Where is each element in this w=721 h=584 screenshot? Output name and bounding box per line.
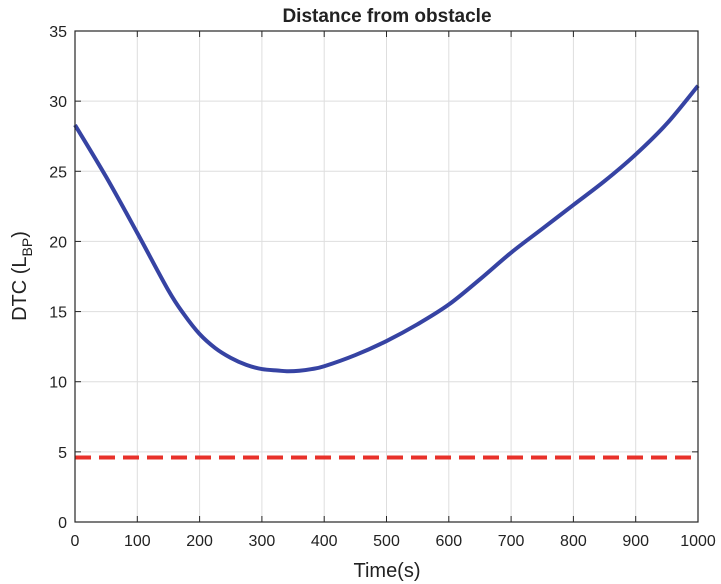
x-tick-label: 900 — [622, 533, 649, 550]
y-tick-label: 30 — [49, 94, 67, 111]
series-layer — [73, 84, 700, 460]
y-tick-label: 25 — [49, 164, 67, 181]
y-tick-label: 35 — [49, 24, 67, 41]
x-axis-label: Time(s) — [353, 560, 420, 582]
x-tick-label: 700 — [498, 533, 525, 550]
y-tick-label: 10 — [49, 375, 67, 392]
x-tick-label: 0 — [71, 533, 80, 550]
y-tick-label: 15 — [49, 305, 67, 322]
axis-ticks: 0 100 200 300 400 500 600 700 800 900 1000 0 5 10 15 20… — [49, 24, 716, 550]
grid-lines — [74, 30, 699, 523]
x-tick-label: 800 — [560, 533, 587, 550]
chart-title: Distance from obstacle — [282, 6, 491, 27]
y-tick-label: 5 — [58, 445, 67, 462]
x-tick-label: 400 — [311, 533, 338, 550]
x-tick-label: 600 — [435, 533, 462, 550]
x-tick-label: 300 — [249, 533, 276, 550]
y-axis-label-sub: BP — [19, 238, 35, 257]
x-tick-label: 1000 — [680, 533, 716, 550]
x-tick-label: 500 — [373, 533, 400, 550]
x-tick-label: 200 — [186, 533, 213, 550]
y-axis-label: DTC (LBP) — [9, 231, 35, 321]
y-tick-label: 20 — [49, 234, 67, 251]
distance-series-line — [73, 84, 700, 374]
x-tick-label: 100 — [124, 533, 151, 550]
y-axis-label-close: ) — [9, 231, 31, 238]
y-tick-label: 0 — [58, 515, 67, 532]
y-axis-label-main: DTC (L — [9, 256, 31, 320]
